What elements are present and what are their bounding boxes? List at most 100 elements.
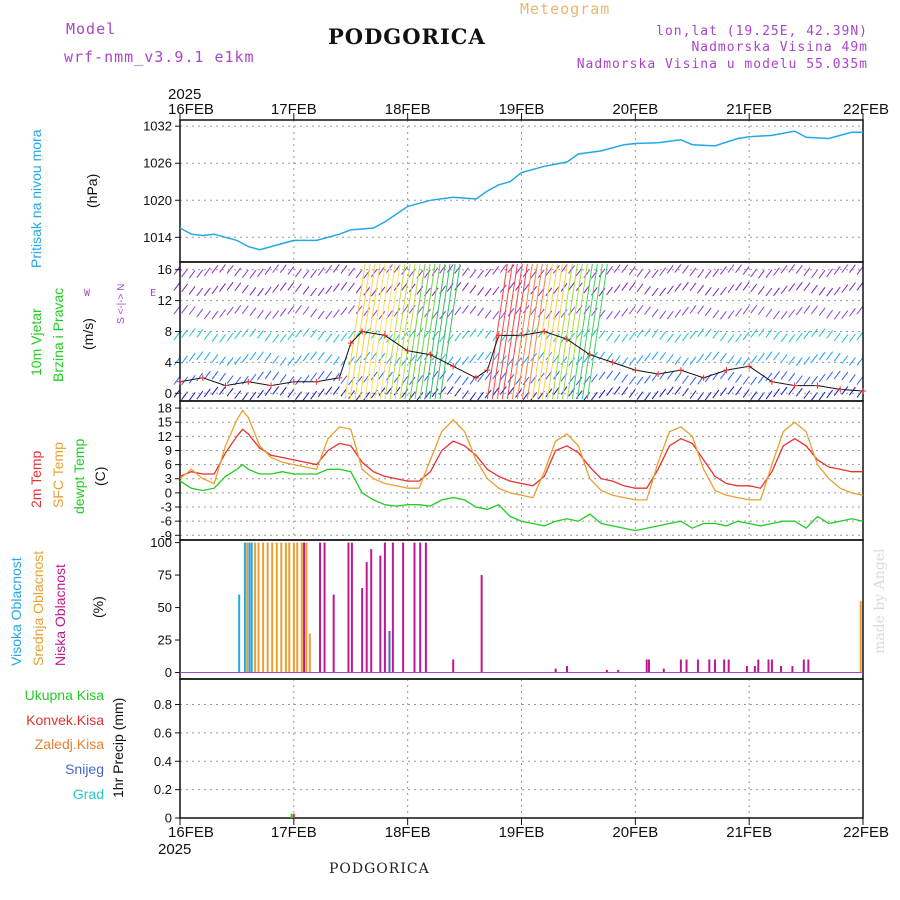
wind-barb: [613, 310, 621, 319]
bar-2: [419, 542, 422, 673]
wind-barb: [249, 270, 257, 279]
wind-barb: [530, 270, 538, 279]
wind-barb: [689, 356, 697, 365]
wind-barb: [234, 305, 242, 314]
wind-barb: [712, 309, 720, 319]
wind-hatch: [546, 263, 568, 400]
wind-barb: [689, 376, 697, 386]
bar-2: [554, 668, 557, 673]
bar-1: [300, 542, 303, 673]
wind-barb: [757, 328, 765, 337]
wind-barb: [537, 329, 545, 338]
wind-barb: [226, 375, 234, 384]
wind-barb: [355, 269, 363, 279]
wind-barb: [833, 266, 841, 275]
wind-barb: [720, 266, 727, 275]
wind-hatch: [556, 263, 578, 400]
wind-barb: [644, 352, 651, 362]
wind-barb: [203, 267, 211, 276]
wind-barb: [287, 331, 295, 341]
x-tick-label-top: 17FEB: [271, 101, 317, 118]
bar-2: [780, 666, 783, 673]
wind-barb: [788, 309, 796, 318]
wind-barb: [720, 332, 727, 342]
wind-barb: [181, 283, 188, 293]
bar-2: [679, 659, 682, 673]
wind-barb: [522, 283, 530, 293]
wind-barb: [173, 305, 181, 315]
wind-barb: [295, 305, 302, 314]
wind-barb: [666, 333, 674, 343]
wind-barb: [606, 266, 613, 275]
wind-barb: [742, 331, 750, 341]
wind-barb: [712, 389, 720, 399]
y-tick-label: -3: [160, 500, 172, 515]
wind-barb: [219, 334, 226, 343]
wind-barb: [795, 332, 803, 342]
wind-barb: [765, 269, 773, 279]
wind-barb: [803, 356, 811, 365]
wind-barb: [636, 268, 644, 278]
x-tick-label-bottom: 22FEB: [843, 824, 889, 841]
wind-barb: [606, 311, 613, 320]
wind-barb: [757, 270, 765, 279]
wind-barb: [704, 287, 712, 296]
wind-barb: [173, 376, 181, 385]
wind-barb: [757, 306, 765, 315]
bar-2: [452, 659, 455, 673]
bar-1: [271, 542, 274, 673]
wind-barb: [492, 311, 500, 320]
wind-barb: [666, 310, 674, 320]
wind-barb: [628, 281, 636, 291]
wind-barb: [492, 286, 500, 296]
wind-barb: [636, 376, 644, 386]
wind-barb: [279, 374, 287, 383]
wind-barb: [317, 370, 325, 380]
wind-barb: [310, 372, 318, 382]
wind-barb: [249, 287, 257, 296]
wind-barb: [674, 283, 682, 292]
wind-barb: [811, 269, 818, 279]
wind-barb: [613, 264, 621, 273]
wind-barb: [553, 386, 560, 396]
wind-barb: [446, 264, 454, 273]
wind-barb: [765, 287, 773, 297]
wind-barb: [651, 329, 659, 338]
wind-barb: [188, 306, 196, 315]
wind-speed-point: [427, 351, 434, 358]
wind-barb: [424, 372, 431, 382]
wind-barb: [803, 330, 811, 339]
wind-barb: [446, 372, 454, 382]
bar-2: [714, 659, 717, 673]
wind-barb: [325, 265, 333, 274]
y-tick-label: 6: [165, 457, 172, 472]
wind-barb: [682, 281, 689, 291]
bar-1: [308, 633, 311, 673]
wind-speed-point: [495, 332, 502, 339]
bar-1: [266, 542, 269, 673]
wind-barb: [621, 357, 629, 366]
wind-barb: [348, 282, 355, 292]
wind-barb: [310, 269, 318, 279]
wind-barb: [818, 328, 826, 338]
wind-barb: [332, 372, 340, 382]
wind-barb: [788, 356, 796, 365]
bar-2: [402, 542, 405, 673]
wind-hatch: [521, 263, 543, 400]
wind-hatch: [486, 263, 508, 400]
wind-barb: [181, 305, 188, 314]
y-tick-label: 0.8: [154, 697, 172, 712]
wind-barb: [272, 371, 280, 381]
wind-barb: [446, 386, 454, 395]
year-label-bottom: 2025: [158, 841, 191, 858]
wind-barb: [780, 333, 788, 343]
wind-barb: [522, 376, 530, 386]
wind-barb: [704, 328, 712, 338]
wind-speed-point: [177, 378, 183, 385]
wind-barb: [803, 390, 811, 399]
wind-barb: [234, 390, 242, 399]
x-tick-label-top: 21FEB: [726, 101, 772, 118]
wind-barb: [659, 388, 667, 398]
wind-barb: [317, 388, 325, 398]
wind-barb: [856, 357, 864, 366]
